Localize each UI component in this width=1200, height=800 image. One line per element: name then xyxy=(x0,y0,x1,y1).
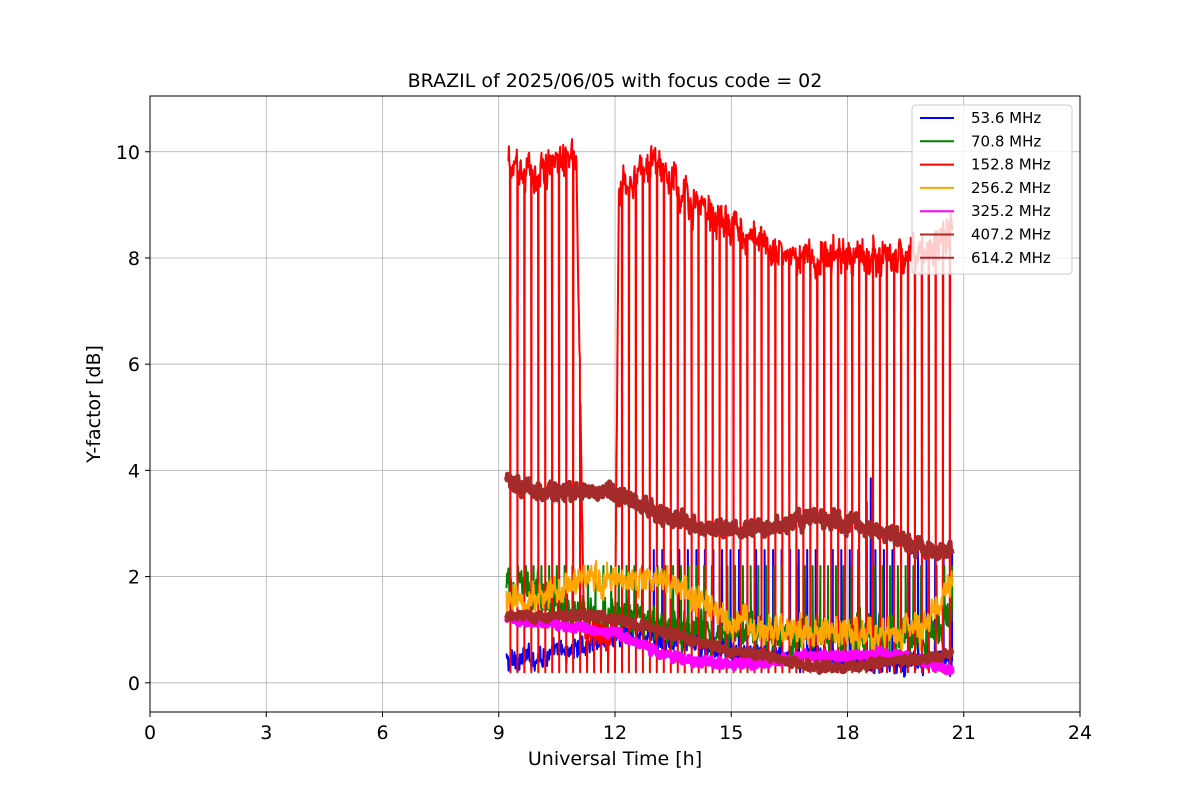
y-tick-label: 8 xyxy=(128,248,140,270)
x-tick-label: 0 xyxy=(144,722,156,744)
legend-box xyxy=(911,104,1073,275)
series-line-4 xyxy=(505,559,954,654)
y-tick-label: 0 xyxy=(128,673,140,695)
legend-label: 256.2 MHz xyxy=(971,179,1051,197)
legend-label: 407.2 MHz xyxy=(971,226,1051,244)
series-line-5 xyxy=(504,611,955,676)
x-tick-label: 21 xyxy=(952,722,976,744)
chart-title: BRAZIL of 2025/06/05 with focus code = 0… xyxy=(408,70,823,92)
legend-label: 325.2 MHz xyxy=(971,202,1051,220)
x-tick-label: 3 xyxy=(260,722,272,744)
x-tick-label: 9 xyxy=(493,722,505,744)
series-line-3 xyxy=(507,138,954,674)
x-axis-label: Universal Time [h] xyxy=(528,748,702,770)
y-tick-label: 10 xyxy=(116,142,140,164)
legend-label: 614.2 MHz xyxy=(971,249,1051,267)
legend-label: 53.6 MHz xyxy=(971,109,1041,127)
series-line-6 xyxy=(504,471,955,562)
x-tick-label: 12 xyxy=(603,722,627,744)
y-tick-label: 2 xyxy=(128,567,140,589)
legend: 53.6 MHz 70.8 MHz 152.8 MHz 256.2 MHz 325.2… xyxy=(911,104,1073,275)
x-tick-label: 24 xyxy=(1068,722,1092,744)
y-axis-label: Y-factor [dB] xyxy=(83,345,105,464)
x-tick-label: 15 xyxy=(719,722,743,744)
series-line-7 xyxy=(504,608,955,675)
x-tick-label: 6 xyxy=(376,722,388,744)
legend-label: 152.8 MHz xyxy=(971,156,1051,174)
x-tick-label: 18 xyxy=(835,722,859,744)
y-tick-label: 6 xyxy=(128,354,140,376)
y-tick-label: 4 xyxy=(128,460,140,482)
plot-area xyxy=(504,138,955,678)
legend-label: 70.8 MHz xyxy=(971,132,1041,150)
